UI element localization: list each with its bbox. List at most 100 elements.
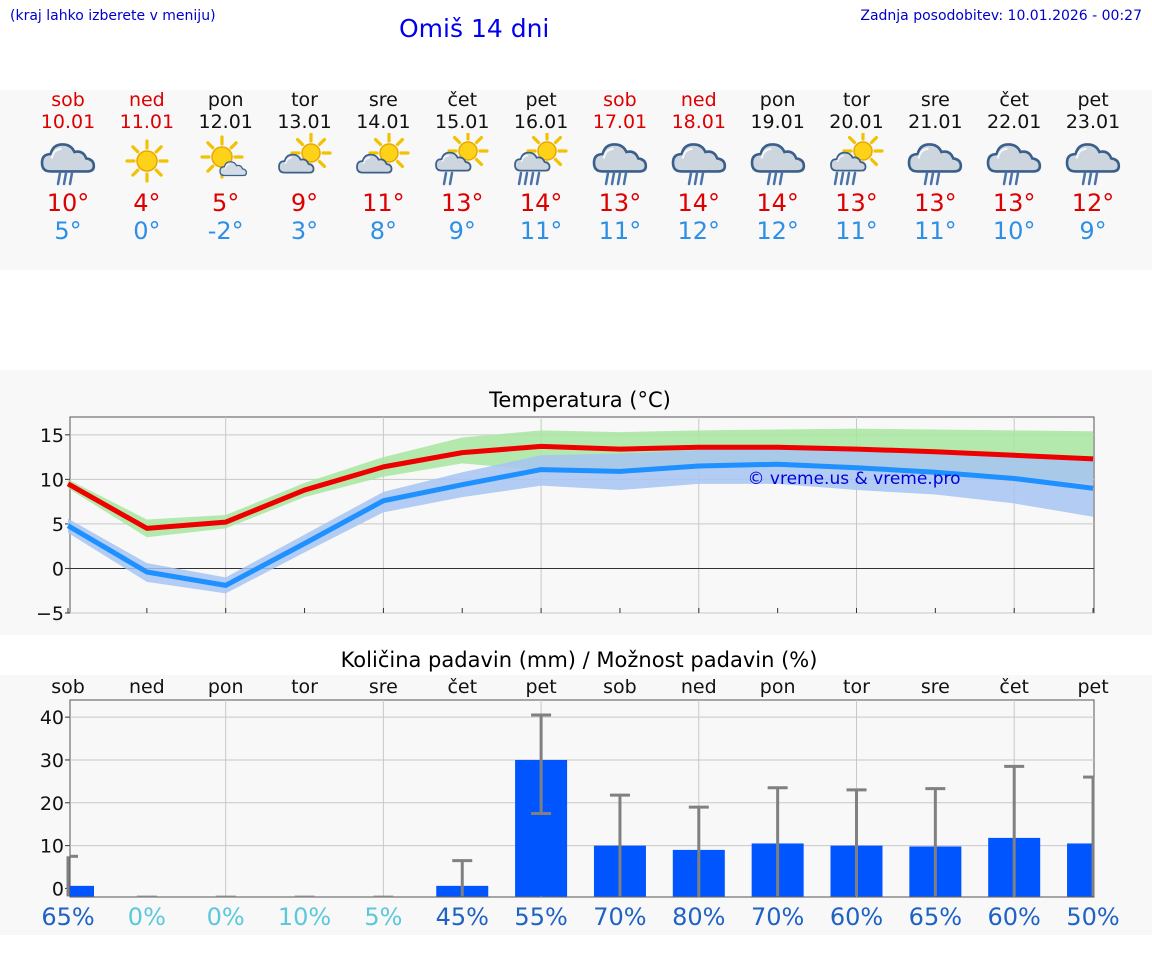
day-column: sob 10.01 10° 5° xyxy=(28,89,108,245)
temp-max: 9° xyxy=(290,189,319,217)
watermark: © vreme.us & vreme.pro xyxy=(747,469,960,489)
day-date: 17.01 xyxy=(592,111,648,133)
y-tick-label: −5 xyxy=(36,603,64,625)
precipitation-probability: 60% xyxy=(829,903,884,931)
precipitation-day-label: čet xyxy=(447,676,478,698)
precipitation-day-label: pon xyxy=(759,676,796,698)
y-tick-label: 0 xyxy=(52,558,64,580)
day-column: pet 16.01 14° 11° xyxy=(501,89,581,245)
precipitation-day-label: sre xyxy=(368,676,398,698)
cloud-rain-icon xyxy=(748,133,808,189)
temp-min: 5° xyxy=(54,217,82,245)
temperature-chart-title: Temperatura (°C) xyxy=(489,388,671,412)
day-date: 22.01 xyxy=(986,111,1042,133)
temperature-chart: 15 10 5 0 −5 © vreme.us & vreme.pro xyxy=(36,416,1095,625)
day-name: ned xyxy=(680,89,717,111)
precipitation-probability: 0% xyxy=(127,903,166,931)
day-column: ned 18.01 14° 12° xyxy=(659,89,739,245)
temp-max: 14° xyxy=(756,189,799,217)
cloud-rain-icon xyxy=(669,133,729,189)
precipitation-day-label: ned xyxy=(128,676,165,698)
precipitation-day-label: tor xyxy=(843,676,870,698)
temp-min: 11° xyxy=(835,217,878,245)
day-column: ned 11.01 4° 0° xyxy=(107,89,187,245)
temp-max: 14° xyxy=(677,189,721,217)
precipitation-probability: 5% xyxy=(364,903,403,931)
precipitation-probability: 65% xyxy=(908,903,963,931)
day-name: čet xyxy=(447,89,478,111)
y-tick-label: 10 xyxy=(40,836,64,858)
day-name: pon xyxy=(759,89,796,111)
day-date: 21.01 xyxy=(908,111,963,133)
day-date: 15.01 xyxy=(435,111,490,133)
cloud-rain-icon xyxy=(38,133,98,189)
precipitation-day-label: pet xyxy=(525,676,557,698)
cloud-heavy-rain-icon xyxy=(590,133,650,189)
day-name: ned xyxy=(128,89,165,111)
precipitation-probability: 70% xyxy=(750,903,805,931)
y-tick-label: 10 xyxy=(40,469,64,491)
precipitation-probability: 0% xyxy=(206,903,245,931)
temp-min: 12° xyxy=(756,217,799,245)
day-column: sob 17.01 13° 11° xyxy=(580,89,660,245)
region-hint[interactable]: (kraj lahko izberete v meniju) xyxy=(10,8,216,24)
temp-min: 11° xyxy=(519,217,563,245)
day-column: pon 12.01 5° -2° xyxy=(186,89,266,245)
day-name: pon xyxy=(207,89,244,111)
precipitation-day-label: čet xyxy=(999,676,1029,698)
sun-small-cloud-icon xyxy=(196,133,256,189)
sun-cloud-icon xyxy=(275,132,335,189)
precipitation-probability: 55% xyxy=(514,903,568,931)
day-column: sre 21.01 13° 11° xyxy=(895,89,975,245)
sun-cloud-rain-icon xyxy=(432,130,492,189)
precipitation-probability: 10% xyxy=(277,903,332,931)
day-column: pon 19.01 14° 12° xyxy=(738,89,818,245)
temp-min: 0° xyxy=(133,217,161,245)
min-temperature-line xyxy=(66,461,1094,588)
temp-max: 14° xyxy=(519,189,563,217)
day-column: čet 15.01 13° 9° xyxy=(422,89,502,245)
day-date: 16.01 xyxy=(513,111,569,133)
precipitation-day-label: pon xyxy=(207,676,244,698)
temp-min: 11° xyxy=(914,217,957,245)
temp-min: -2° xyxy=(207,217,244,245)
page-title: Omiš 14 dni xyxy=(399,14,550,43)
temp-min: 3° xyxy=(290,217,319,245)
temp-max: 4° xyxy=(133,189,161,217)
precipitation-probability: 60% xyxy=(987,903,1041,931)
max-temperature-line xyxy=(66,443,1094,531)
day-column: pet 23.01 12° 9° xyxy=(1053,89,1133,245)
precipitation-day-label: tor xyxy=(291,676,318,698)
sun-cloud-heavy-rain-icon xyxy=(511,130,571,189)
precipitation-day-label: sob xyxy=(603,676,637,698)
temp-max: 10° xyxy=(46,189,90,217)
day-name: pet xyxy=(525,89,557,111)
temp-max: 5° xyxy=(212,189,240,217)
day-date: 14.01 xyxy=(356,111,411,133)
precipitation-probability: 45% xyxy=(435,903,489,931)
day-name: sre xyxy=(368,89,398,111)
precipitation-day-label: pet xyxy=(1077,676,1109,698)
temp-max: 12° xyxy=(1071,189,1115,217)
sun-cloud-heavy-rain-icon xyxy=(827,130,887,189)
day-date: 13.01 xyxy=(277,111,332,133)
precipitation-probability: 65% xyxy=(41,903,95,931)
precipitation-bar xyxy=(1067,843,1094,897)
precipitation-bar xyxy=(70,885,94,897)
day-column: tor 13.01 9° 3° xyxy=(265,89,345,245)
temp-min: 9° xyxy=(1079,217,1107,245)
temp-min: 9° xyxy=(448,217,476,245)
day-date: 10.01 xyxy=(40,111,96,133)
day-date: 11.01 xyxy=(119,111,175,133)
day-name: sre xyxy=(920,89,950,111)
last-update: Zadnja posodobitev: 10.01.2026 - 00:27 xyxy=(860,8,1142,24)
precipitation-day-label: ned xyxy=(680,676,717,698)
day-name: tor xyxy=(291,89,318,111)
day-column: tor 20.01 13° 11° xyxy=(817,89,897,245)
day-name: čet xyxy=(999,89,1029,111)
day-date: 19.01 xyxy=(750,111,805,133)
cloud-rain-icon xyxy=(1063,133,1123,189)
cloud-rain-icon xyxy=(984,133,1044,189)
y-tick-label: 0 xyxy=(52,878,64,900)
y-tick-label: 5 xyxy=(52,514,64,536)
